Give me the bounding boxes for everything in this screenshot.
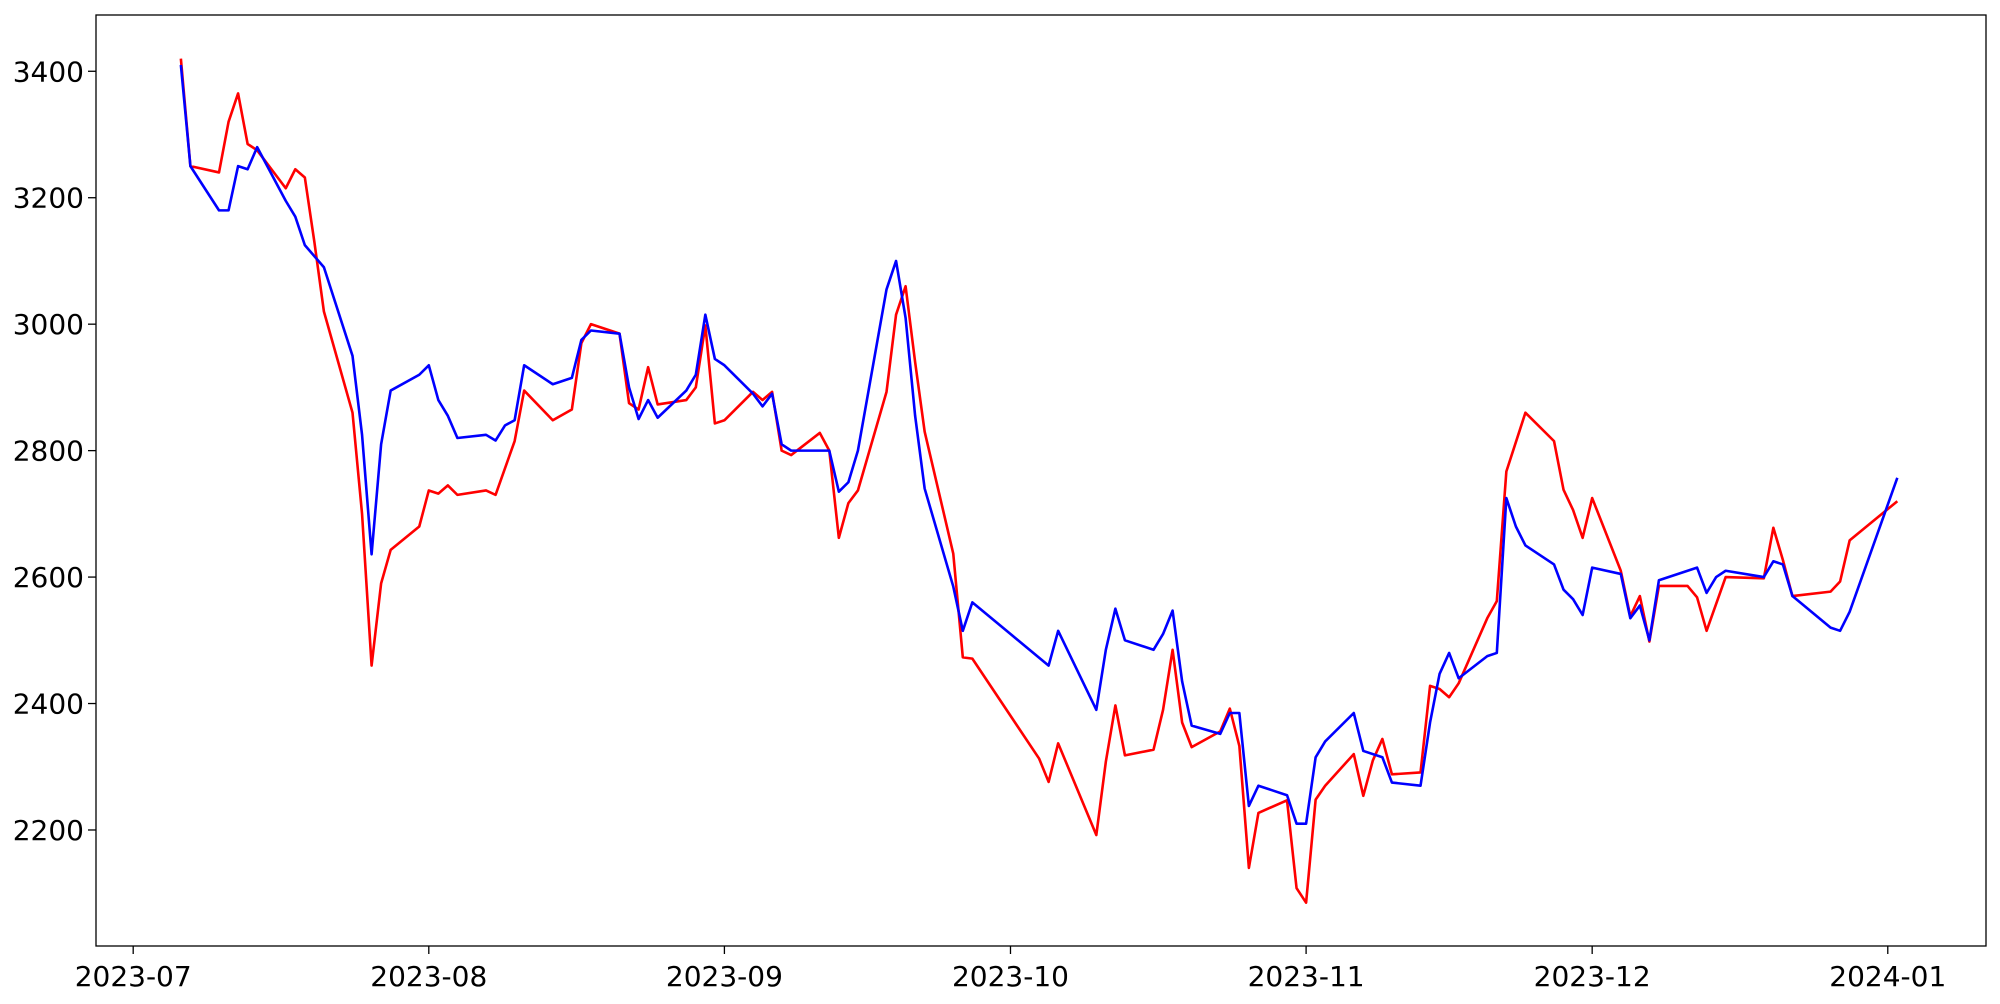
x-tick-label: 2023-08 <box>370 960 487 993</box>
y-tick-label: 3400 <box>13 55 84 88</box>
plot-frame <box>95 14 1987 947</box>
x-tick-label: 2023-12 <box>1534 960 1651 993</box>
series-line <box>179 64 1899 825</box>
y-tick-label: 2600 <box>13 561 84 594</box>
y-tick-label: 2200 <box>13 814 84 847</box>
y-tick-label: 3000 <box>13 308 84 341</box>
y-tick-label: 2800 <box>13 435 84 468</box>
y-tick-label: 3200 <box>13 182 84 215</box>
x-tick-label: 2023-07 <box>75 960 192 993</box>
x-tick-label: 2023-11 <box>1248 960 1365 993</box>
x-tick-label: 2024-01 <box>1829 960 1946 993</box>
x-tick-label: 2023-10 <box>952 960 1069 993</box>
series-line <box>179 58 1899 904</box>
x-tick-label: 2023-09 <box>666 960 783 993</box>
y-tick-label: 2400 <box>13 688 84 721</box>
